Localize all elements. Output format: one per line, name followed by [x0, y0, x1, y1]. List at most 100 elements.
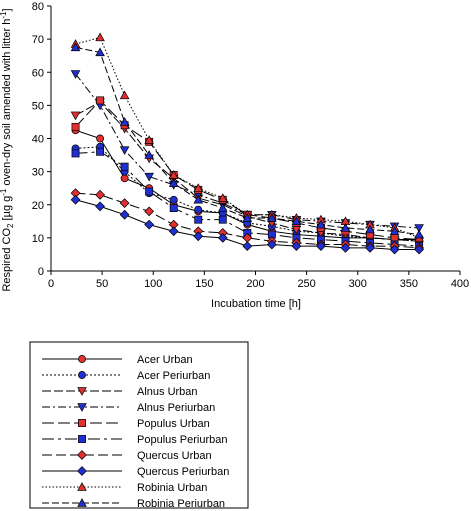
data-point: [169, 195, 178, 204]
legend-label: Populus Urban: [137, 418, 210, 430]
y-axis-title-part: [µg g: [1, 196, 13, 224]
x-tick-label: 150: [195, 278, 213, 290]
legend-marker: [78, 419, 86, 427]
data-point: [95, 201, 105, 212]
y-axis-title: Respired CO2 [µg g-1 oven-dry soil amend…: [0, 8, 15, 291]
data-point: [70, 42, 81, 52]
y-tick-label: 10: [32, 233, 44, 245]
y-tick-label: 20: [32, 200, 44, 212]
legend-label: Robinia Periurban: [137, 498, 225, 510]
legend-entry: Acer Periurban: [42, 370, 210, 382]
data-point: [70, 111, 81, 121]
data-point: [168, 170, 179, 179]
data-point: [414, 229, 424, 239]
legend-entry: Robinia Periurban: [42, 498, 225, 510]
data-point: [193, 183, 204, 192]
legend-box: [29, 341, 249, 509]
y-tick-label: 30: [32, 167, 44, 179]
data-point: [168, 178, 179, 187]
y-axis-title-sub: 2: [6, 223, 15, 228]
data-point: [70, 194, 81, 205]
legend-marker: [77, 403, 87, 412]
data-point: [365, 242, 375, 253]
x-axis: 0 50 100 150 200 250 300 350 400: [48, 270, 469, 290]
legend-label: Alnus Periurban: [137, 402, 215, 414]
data-point: [144, 219, 155, 230]
legend-entry: Populus Periurban: [42, 434, 228, 446]
data-point: [119, 90, 130, 100]
data-point: [193, 231, 204, 242]
data-point: [169, 204, 178, 213]
legend-entry: Populus Urban: [42, 418, 210, 430]
legend-label: Populus Periurban: [137, 434, 228, 446]
data-point: [316, 219, 326, 229]
legend-label: Quercus Urban: [137, 450, 212, 462]
data-point: [389, 226, 400, 235]
y-axis-title-sup: -1: [0, 11, 8, 19]
legend-label: Acer Periurban: [137, 370, 210, 382]
series-line: [75, 36, 420, 239]
data-point: [193, 194, 204, 204]
data-point: [120, 174, 129, 183]
legend-marker: [77, 498, 87, 507]
series-robinia-periurban: [70, 42, 424, 239]
data-point: [414, 224, 424, 233]
series-quercus-periurban: [70, 194, 424, 255]
series-line: [75, 46, 420, 236]
legend-label: Quercus Periurban: [137, 466, 229, 478]
x-axis-title: Incubation time [h]: [211, 298, 301, 310]
data-point: [291, 241, 302, 252]
data-point: [95, 32, 105, 42]
data-point: [70, 70, 81, 79]
legend-marker: [78, 355, 86, 363]
x-tick-label: 200: [246, 278, 264, 290]
data-point: [96, 96, 105, 105]
legend-label: Acer Urban: [137, 354, 193, 366]
data-point: [144, 150, 154, 159]
y-axis-title-sup: -1: [0, 188, 8, 196]
x-tick-label: 50: [96, 278, 108, 290]
legend-marker: [77, 450, 87, 460]
data-point: [414, 244, 424, 255]
legend-entry: Alnus Periurban: [42, 402, 215, 414]
data-point: [316, 241, 326, 252]
data-point: [217, 193, 228, 202]
legend-marker: [77, 466, 87, 476]
legend-label: Robinia Urban: [137, 482, 207, 494]
legend-entry: Alnus Urban: [42, 386, 198, 398]
x-tick-label: 100: [144, 278, 162, 290]
y-tick-label: 0: [38, 266, 44, 278]
legend-marker: [78, 435, 86, 443]
y-axis-title-part: Respired CO: [1, 228, 13, 292]
data-point: [291, 216, 302, 226]
series-line: [75, 73, 420, 229]
x-tick-label: 400: [451, 278, 469, 290]
data-point: [340, 223, 351, 232]
data-point: [119, 146, 130, 156]
legend-marker: [77, 387, 87, 396]
y-axis-title-part: ]: [1, 8, 13, 11]
data-point: [218, 215, 227, 224]
data-point: [144, 172, 154, 182]
data-point: [340, 242, 351, 253]
legend-marker: [77, 482, 87, 491]
y-tick-label: 60: [32, 67, 44, 79]
data-point: [217, 203, 228, 212]
series-robinia-urban: [70, 32, 424, 242]
legend-entry: Robinia Urban: [42, 482, 207, 494]
legend-entry: Quercus Periurban: [42, 466, 229, 478]
data-point: [144, 135, 154, 144]
data-point: [217, 232, 228, 243]
y-axis-title-part: oven-dry soil amended with litter h: [1, 19, 13, 189]
data-point: [71, 122, 80, 131]
data-point: [71, 149, 80, 158]
data-point: [95, 189, 105, 200]
data-point: [144, 206, 155, 217]
data-point: [119, 209, 130, 220]
y-tick-label: 70: [32, 34, 44, 46]
x-tick-label: 350: [400, 278, 418, 290]
x-tick-label: 250: [297, 278, 315, 290]
data-point: [95, 47, 105, 57]
legend-entry: Quercus Urban: [42, 450, 212, 462]
plot-area: [70, 32, 424, 255]
